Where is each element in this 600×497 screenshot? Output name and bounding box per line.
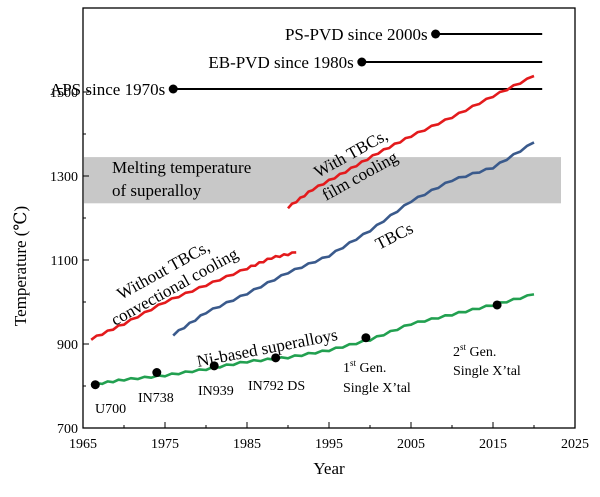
- band-label-line1: Melting temperature: [112, 158, 251, 177]
- x-tick-label: 1995: [315, 437, 343, 452]
- x-tick-label: 1965: [69, 437, 97, 452]
- alloy-marker: [152, 368, 161, 377]
- method-label: EB-PVD since 1980s: [208, 53, 353, 72]
- alloy-label-gen2-line1: 2st Gen.: [453, 342, 496, 360]
- y-tick-label: 700: [57, 422, 78, 437]
- alloy-label-gen1-line2: Single X’tal: [343, 381, 411, 396]
- x-tick-label: 1985: [233, 437, 261, 452]
- x-tick-label: 2005: [397, 437, 425, 452]
- y-tick-label: 900: [57, 338, 78, 353]
- alloy-label-gen1-line1: 1st Gen.: [343, 358, 386, 376]
- y-tick-label: 1300: [50, 170, 78, 185]
- alloy-marker: [493, 300, 502, 309]
- band-label-line2: of superalloy: [112, 181, 202, 200]
- y-axis-title: Temperature (℃): [11, 206, 30, 326]
- method-label: PS-PVD since 2000s: [285, 25, 428, 44]
- x-axis-title: Year: [313, 459, 345, 478]
- alloy-label-in792: IN792 DS: [248, 379, 305, 394]
- x-tick-label: 1975: [151, 437, 179, 452]
- x-tick-label: 2025: [561, 437, 589, 452]
- alloy-label-gen2-line2: Single X’tal: [453, 364, 521, 379]
- temperature-history-chart: PS-PVD since 2000sEB-PVD since 1980sAPS …: [0, 0, 600, 497]
- alloy-marker: [91, 380, 100, 389]
- alloy-label-u700: U700: [95, 402, 126, 417]
- label-ni-superalloys: Ni-based superalloys: [195, 325, 339, 371]
- x-tick-label: 2015: [479, 437, 507, 452]
- y-tick-label: 1100: [51, 254, 78, 269]
- method-start-marker: [431, 30, 440, 39]
- alloy-label-in939: IN939: [198, 384, 234, 399]
- x-axis-ticks: 1965 1975 1985 1995 2005 2015 2025: [69, 422, 589, 452]
- method-start-marker: [169, 85, 178, 94]
- method-start-marker: [357, 58, 366, 67]
- alloy-marker: [361, 333, 370, 342]
- y-tick-label: 1500: [50, 86, 78, 101]
- alloy-label-in738: IN738: [138, 391, 174, 406]
